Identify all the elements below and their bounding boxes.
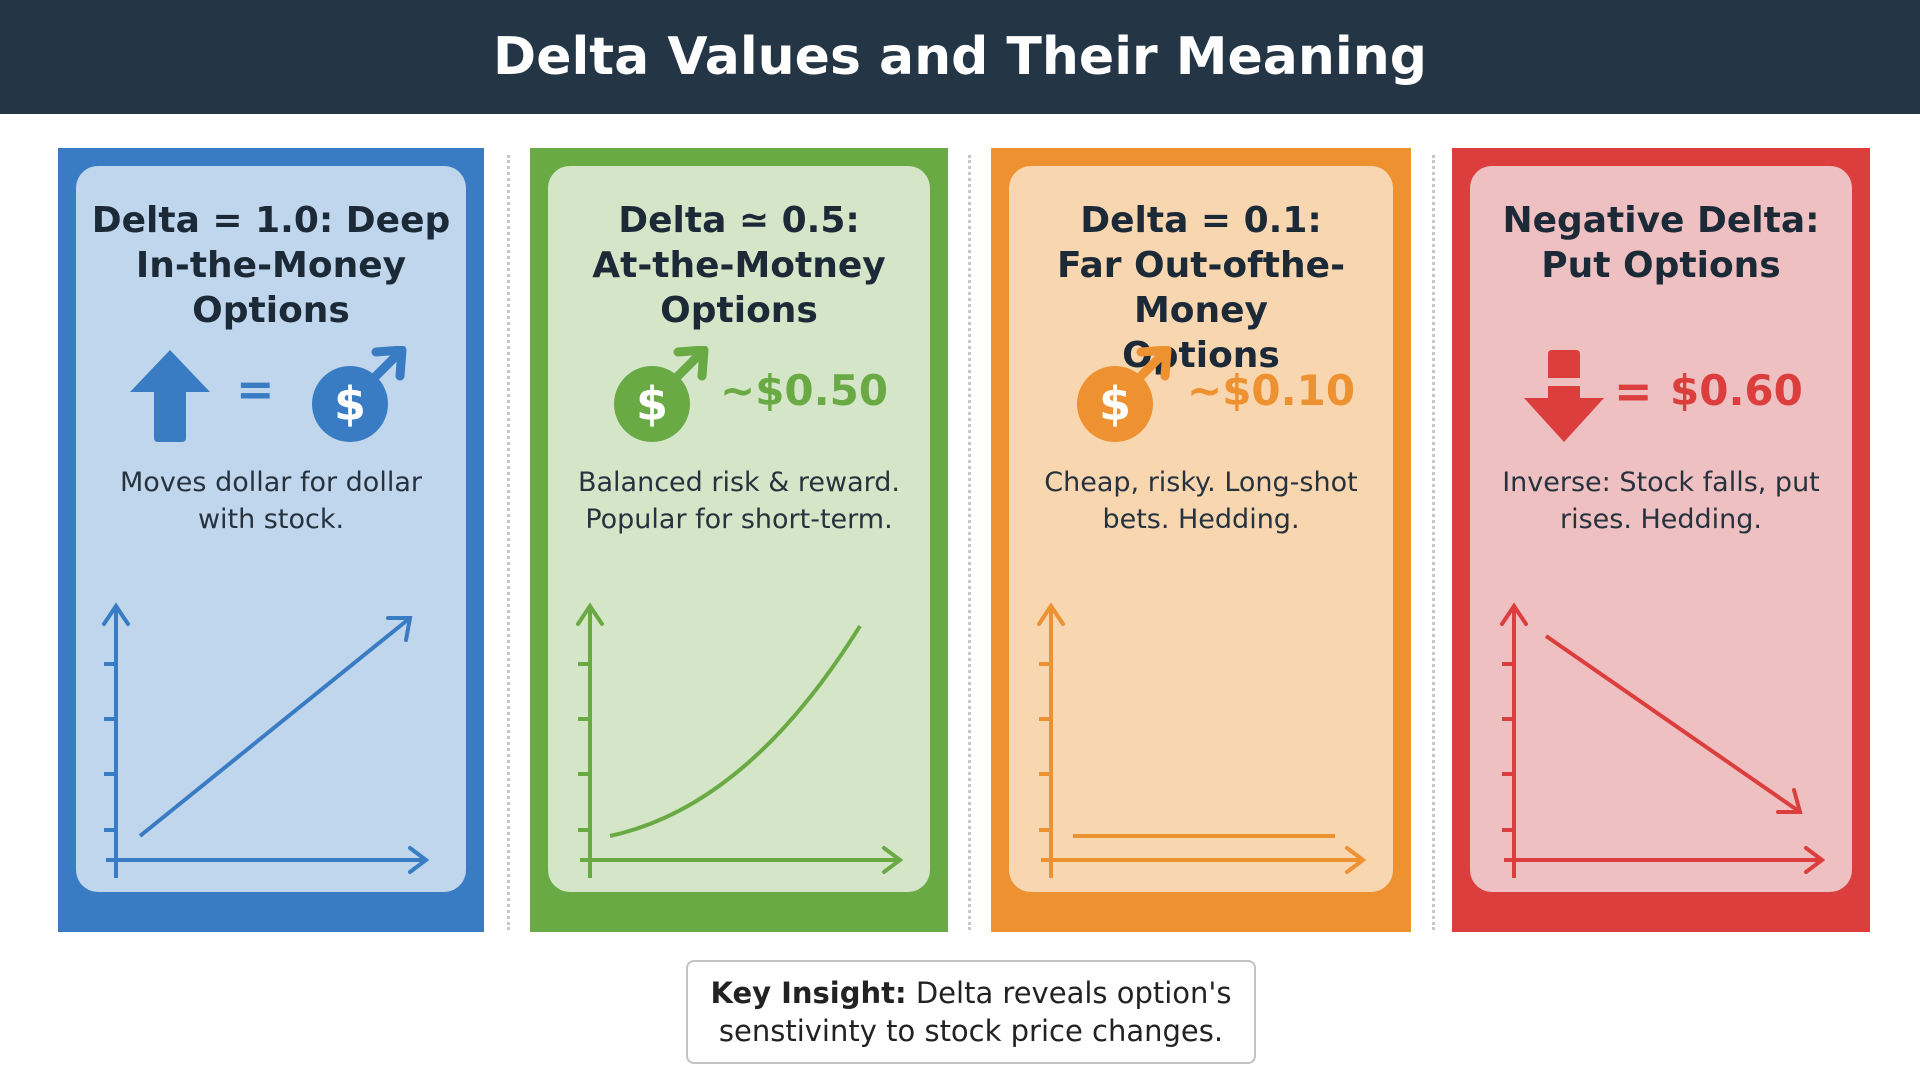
y-axis-arrow [1037,602,1065,626]
key-insight-text: Key Insight: Delta reveals option's sens… [710,974,1231,1050]
card-title: Negative Delta: Put Options [1502,200,1820,286]
card-description: Cheap, risky. Long-shot bets. Hedding. [1044,467,1358,535]
svg-text:$: $ [636,377,668,431]
card-icon-row: $ ~$0.50 [548,346,930,446]
svg-text:$: $ [1099,377,1131,431]
svg-text:$: $ [334,377,366,431]
value-label: ~$0.50 [720,366,889,415]
dollar-coin-icon: $ [312,346,407,442]
series-line [1544,634,1802,814]
value-label: $0.60 [1670,366,1803,415]
divider [1432,155,1435,930]
series-line [609,624,862,838]
arrow-up-icon [130,350,210,442]
card-description: Moves dollar for dollar with stock. [120,467,422,535]
arrow-down-icon [1524,350,1604,442]
mini-chart-linear-up [102,602,430,878]
card-atm-panel: Delta ≃ 0.5: At-the-Motney Options $ ~$0… [548,166,930,892]
page-title: Delta Values and Their Meaning [493,27,1427,87]
card-deep-itm-panel: Delta = 1.0: Deep In-the-Money Options =… [76,166,466,892]
card-atm: Delta ≃ 0.5: At-the-Motney Options $ ~$0… [530,148,948,932]
card-title: Delta ≃ 0.5: At-the-Motney Options [592,200,886,331]
x-axis-arrow [408,846,430,874]
card-description: Inverse: Stock falls, put rises. Hedding… [1502,467,1820,535]
mini-chart-flat [1037,602,1367,878]
x-axis-arrow [1804,846,1826,874]
equals-sign: = [1614,364,1653,418]
card-icon-row: = $ [76,346,466,446]
card-negative-delta-panel: Negative Delta: Put Options = $0.60 Inve… [1470,166,1852,892]
x-axis-arrow [1345,846,1367,874]
mini-chart-convex [576,602,904,878]
card-negative-delta: Negative Delta: Put Options = $0.60 Inve… [1452,148,1870,932]
dollar-coin-icon: $ [614,346,709,442]
card-far-otm-panel: Delta = 0.1: Far Out-ofthe-Money Options… [1009,166,1393,892]
card-title: Delta = 1.0: Deep In-the-Money Options [91,200,451,331]
header-bar: Delta Values and Their Meaning [0,0,1920,114]
equals-sign: = [236,362,275,416]
mini-chart-linear-down [1500,602,1826,878]
dollar-coin-icon: $ [1077,346,1172,442]
series-arrowhead [386,616,413,642]
card-icon-row: $ ~$0.10 [1009,346,1393,446]
card-far-otm: Delta = 0.1: Far Out-ofthe-Money Options… [991,148,1411,932]
key-insight-body: Delta reveals option's senstivinty to st… [718,976,1232,1048]
value-label: ~$0.10 [1187,366,1356,415]
divider [507,155,510,930]
card-deep-itm: Delta = 1.0: Deep In-the-Money Options =… [58,148,484,932]
divider [968,155,971,930]
series-line [138,616,412,838]
key-insight-label: Key Insight: [710,976,907,1010]
card-icon-row: = $0.60 [1470,346,1852,446]
y-axis-arrow [102,602,130,626]
y-axis-arrow [576,602,604,626]
key-insight-box: Key Insight: Delta reveals option's sens… [686,960,1256,1064]
series-arrowhead [1776,788,1803,814]
card-description: Balanced risk & reward. Popular for shor… [577,467,901,535]
x-axis-arrow [882,846,904,874]
y-axis-arrow [1500,602,1528,626]
